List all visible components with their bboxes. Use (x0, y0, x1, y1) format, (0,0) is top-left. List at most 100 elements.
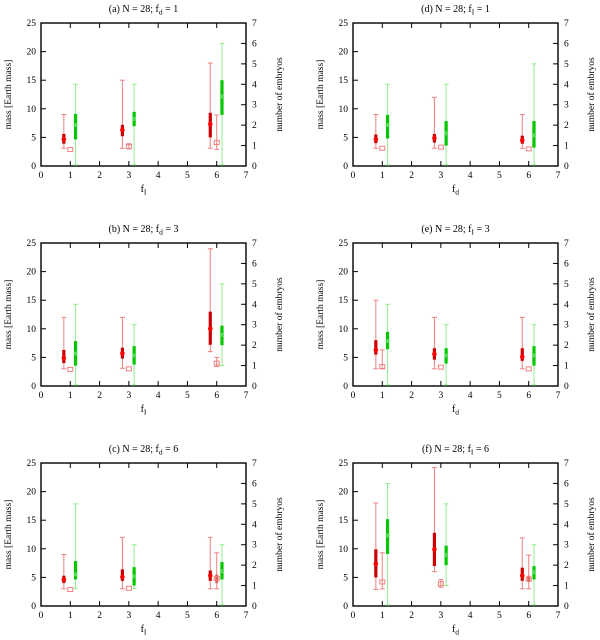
y-tick-label-right: 6 (564, 259, 569, 269)
y-tick-label-right: 7 (564, 459, 569, 469)
embryo-median-point (73, 351, 78, 356)
cluster-x6 (207, 42, 225, 166)
x-tick-label: 6 (526, 611, 531, 621)
y-tick-label-left: 5 (31, 573, 36, 583)
y-tick-label-left: 15 (27, 76, 37, 86)
y-tick-label-right: 4 (252, 80, 257, 90)
mass-open-square (437, 581, 444, 587)
y-tick-label-right: 6 (564, 39, 569, 49)
y-tick-label-right: 7 (564, 19, 569, 29)
embryo-median-point (385, 533, 390, 538)
y-tick-label-left: 15 (339, 516, 349, 526)
cluster-x6 (207, 536, 225, 606)
y-tick-label-right: 5 (252, 60, 257, 70)
cluster-x3 (119, 79, 137, 166)
panel-title: (e) N = 28; fI = 3 (421, 224, 489, 237)
y-tick-label-left: 5 (31, 133, 36, 143)
mass-median-point (207, 121, 213, 127)
x-tick-label: 5 (497, 611, 502, 621)
y-tick-label-right: 4 (252, 520, 257, 530)
y-tick-label-left: 10 (339, 105, 349, 115)
plot-frame (352, 22, 559, 167)
embryo-median-point (385, 339, 390, 344)
y-tick-label-right: 2 (252, 121, 257, 131)
x-tick-label: 2 (409, 391, 414, 401)
x-tick-label: 7 (244, 611, 249, 621)
y-tick-label-right: 2 (564, 341, 569, 351)
y-tick-label-left: 20 (27, 488, 37, 498)
cluster-x1 (373, 299, 391, 386)
y-tick-label-right: 6 (252, 259, 257, 269)
y-tick-label-right: 7 (252, 239, 257, 249)
y-tick-label-left: 10 (339, 545, 349, 555)
mass-median-point (432, 351, 437, 357)
mass-median-point (373, 561, 379, 566)
y-tick-label-left: 25 (27, 239, 37, 249)
embryo-median-point (531, 133, 536, 138)
y-tick-label-left: 10 (27, 545, 37, 555)
y-tick-label-right: 1 (564, 582, 569, 592)
x-tick-label: 0 (351, 391, 356, 401)
embryo-median-point (444, 353, 449, 358)
mass-median-point (207, 326, 213, 332)
panel-title: (a) N = 28; fd = 1 (109, 4, 178, 17)
x-tick-label: 3 (438, 171, 443, 181)
y-tick-label-right: 2 (564, 121, 569, 131)
plot-frame (352, 462, 559, 607)
y-tick-label-right: 5 (564, 60, 569, 70)
y-tick-label-right: 4 (564, 520, 569, 530)
y-tick-label-left: 15 (27, 516, 37, 526)
mass-open-square (437, 144, 444, 150)
embryo-median-point (132, 117, 137, 122)
y-tick-label-right: 3 (564, 541, 569, 551)
plot-frame (352, 242, 559, 387)
y-tick-label-right: 3 (564, 101, 569, 111)
mass-open-square (125, 144, 132, 150)
y-axis-label-right: number of embryos (274, 497, 285, 572)
x-tick-label: 6 (526, 171, 531, 181)
mass-open-square (125, 366, 132, 372)
y-tick-label-left: 15 (339, 296, 349, 306)
y-tick-label-right: 2 (252, 561, 257, 571)
mass-open-square (525, 146, 532, 152)
y-tick-label-right: 1 (564, 142, 569, 152)
x-tick-label: 5 (185, 611, 190, 621)
x-tick-label: 1 (68, 171, 73, 181)
x-tick-label: 3 (126, 171, 131, 181)
cluster-x6 (519, 537, 537, 606)
x-tick-label: 0 (39, 611, 44, 621)
y-axis-label-right: number of embryos (586, 497, 597, 572)
y-tick-label-left: 15 (27, 296, 37, 306)
y-tick-label-right: 7 (252, 19, 257, 29)
mass-median-point (120, 351, 125, 356)
x-tick-label: 2 (97, 171, 102, 181)
y-tick-label-right: 3 (252, 101, 257, 111)
x-tick-label: 3 (438, 611, 443, 621)
x-tick-label: 7 (244, 391, 249, 401)
x-tick-label: 1 (68, 611, 73, 621)
x-tick-label: 5 (497, 171, 502, 181)
embryo-median-point (219, 94, 224, 99)
y-axis-label-left: mass [Earth mass] (316, 280, 326, 350)
embryo-median-point (444, 552, 449, 557)
y-tick-label-right: 3 (564, 321, 569, 331)
mass-median-point (373, 347, 379, 353)
y-tick-label-right: 5 (252, 500, 257, 510)
y-tick-label-left: 5 (343, 353, 348, 363)
x-tick-label: 3 (438, 391, 443, 401)
x-tick-label: 3 (126, 611, 131, 621)
y-axis-label-left: mass [Earth mass] (316, 500, 326, 570)
plot-frame (40, 242, 247, 387)
mass-open-square (379, 579, 386, 585)
mass-median-point (120, 127, 125, 133)
mass-median-point (61, 355, 67, 361)
x-tick-label: 3 (126, 391, 131, 401)
mass-open-square (67, 586, 74, 592)
panel-title: (f) N = 28; fI = 6 (422, 444, 489, 457)
embryo-median-point (132, 574, 137, 579)
